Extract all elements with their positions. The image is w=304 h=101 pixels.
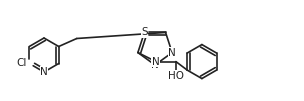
Text: S: S (141, 27, 148, 37)
Text: N: N (40, 67, 48, 77)
Text: N: N (168, 48, 176, 58)
Text: Cl: Cl (16, 58, 26, 68)
Text: N: N (152, 57, 160, 67)
Text: N: N (151, 60, 159, 70)
Text: HO: HO (168, 71, 184, 81)
